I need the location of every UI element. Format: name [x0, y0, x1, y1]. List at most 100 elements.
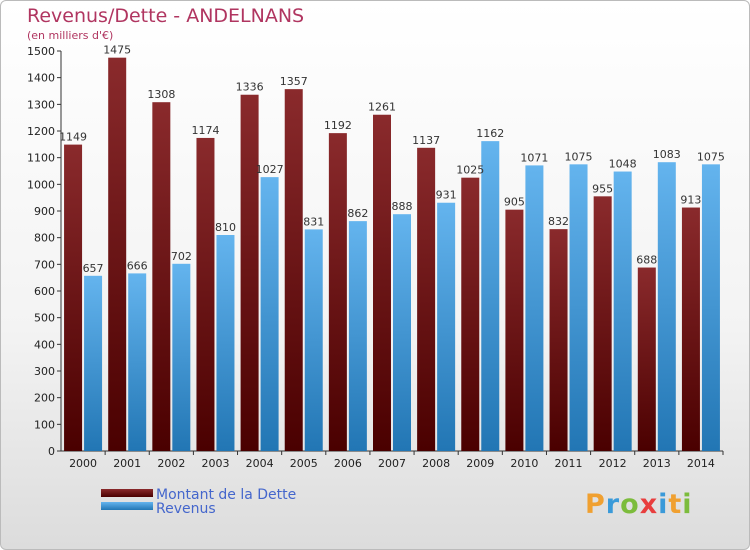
bar-revenue — [172, 263, 191, 451]
y-tick-label: 800 — [34, 232, 55, 245]
data-label-debt: 955 — [592, 182, 613, 195]
y-tick-label: 1200 — [27, 125, 55, 138]
bar-debt — [328, 133, 347, 451]
legend-label-debt: Montant de la Dette — [156, 487, 297, 503]
bar-debt — [108, 57, 127, 452]
data-label-debt: 1174 — [191, 124, 219, 137]
x-tick-label: 2003 — [201, 457, 229, 470]
data-label-revenue: 1162 — [476, 127, 504, 140]
data-label-revenue: 1071 — [520, 151, 548, 164]
bar-revenue — [613, 171, 632, 452]
data-label-debt: 1192 — [324, 119, 352, 132]
y-tick-label: 1300 — [27, 98, 55, 111]
data-label-revenue: 1048 — [609, 158, 637, 171]
data-label-revenue: 1075 — [565, 150, 593, 163]
x-tick-label: 2006 — [334, 457, 362, 470]
bar-debt — [284, 89, 303, 451]
data-label-revenue: 931 — [436, 189, 457, 202]
legend-swatch-debt — [101, 489, 153, 497]
data-label-debt: 913 — [680, 194, 701, 207]
data-label-debt: 1357 — [280, 75, 308, 88]
x-tick-label: 2014 — [687, 457, 715, 470]
proxiti-logo: Proxiti — [585, 489, 693, 520]
bar-debt — [637, 267, 656, 451]
bar-debt — [152, 102, 171, 451]
data-label-revenue: 862 — [347, 207, 368, 220]
bar-revenue — [260, 177, 279, 451]
bar-debt — [417, 147, 436, 452]
x-tick-label: 2013 — [643, 457, 671, 470]
y-tick-label: 900 — [34, 205, 55, 218]
data-label-revenue: 1075 — [697, 150, 725, 163]
bar-debt — [505, 209, 524, 451]
y-tick-label: 200 — [34, 392, 55, 405]
x-tick-label: 2009 — [466, 457, 494, 470]
chart-title: Revenus/Dette - ANDELNANS — [27, 5, 305, 27]
data-label-revenue: 702 — [171, 250, 192, 263]
y-tick-label: 600 — [34, 285, 55, 298]
bar-revenue — [128, 273, 147, 451]
y-tick-label: 100 — [34, 418, 55, 431]
bar-revenue — [657, 162, 676, 451]
data-label-debt: 1149 — [59, 131, 87, 144]
bar-revenue — [701, 164, 720, 452]
y-tick-label: 500 — [34, 312, 55, 325]
data-label-revenue: 657 — [83, 262, 104, 275]
x-tick-label: 2007 — [378, 457, 406, 470]
data-label-debt: 1336 — [236, 81, 264, 94]
x-tick-label: 2002 — [157, 457, 185, 470]
legend-swatch-revenue — [101, 502, 153, 510]
data-label-debt: 1475 — [103, 44, 131, 57]
bar-revenue — [437, 202, 456, 451]
data-label-revenue: 1083 — [653, 148, 681, 161]
x-tick-label: 2005 — [290, 457, 318, 470]
x-tick-label: 2012 — [599, 457, 627, 470]
bar-revenue — [216, 235, 235, 451]
chart-subtitle: (en milliers d'€) — [27, 29, 114, 42]
data-label-debt: 688 — [636, 254, 657, 267]
y-tick-label: 1500 — [27, 45, 55, 58]
data-label-revenue: 831 — [303, 215, 324, 228]
bar-revenue — [525, 165, 544, 451]
data-label-debt: 1308 — [147, 88, 175, 101]
bar-revenue — [481, 141, 500, 451]
y-tick-label: 1100 — [27, 152, 55, 165]
bar-revenue — [84, 275, 103, 451]
x-tick-label: 2001 — [113, 457, 141, 470]
x-tick-label: 2008 — [422, 457, 450, 470]
bar-revenue — [304, 229, 323, 451]
bar-debt — [196, 137, 215, 451]
data-label-debt: 905 — [504, 196, 525, 209]
data-label-debt: 1261 — [368, 101, 396, 114]
y-tick-label: 1000 — [27, 178, 55, 191]
data-label-debt: 1025 — [456, 164, 484, 177]
y-tick-label: 1400 — [27, 72, 55, 85]
data-label-revenue: 666 — [127, 259, 148, 272]
data-label-revenue: 810 — [215, 221, 236, 234]
bar-revenue — [348, 221, 367, 451]
data-label-revenue: 1027 — [256, 163, 284, 176]
bar-debt — [681, 207, 700, 451]
data-label-debt: 1137 — [412, 134, 440, 147]
bar-debt — [593, 196, 612, 451]
x-tick-label: 2010 — [510, 457, 538, 470]
y-tick-label: 300 — [34, 365, 55, 378]
x-tick-label: 2000 — [69, 457, 97, 470]
bar-debt — [240, 94, 259, 451]
bar-revenue — [569, 164, 588, 452]
y-tick-label: 0 — [48, 445, 55, 458]
bar-debt — [461, 177, 480, 451]
data-label-debt: 832 — [548, 215, 569, 228]
x-tick-label: 2004 — [246, 457, 274, 470]
x-tick-label: 2011 — [555, 457, 583, 470]
bar-debt — [64, 144, 83, 451]
y-tick-label: 400 — [34, 338, 55, 351]
bar-debt — [549, 229, 568, 451]
y-tick-label: 700 — [34, 258, 55, 271]
bar-debt — [373, 114, 391, 451]
legend-label-revenue: Revenus — [156, 501, 216, 517]
data-label-revenue: 888 — [392, 200, 413, 213]
bar-revenue — [393, 214, 411, 451]
